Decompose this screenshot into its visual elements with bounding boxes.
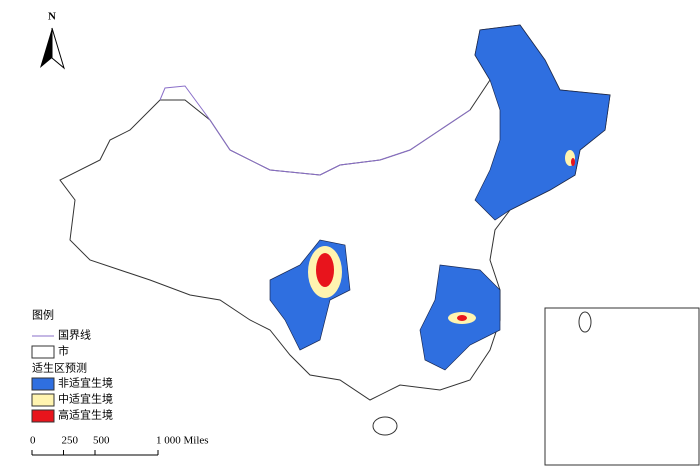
scale-label: 500: [93, 435, 110, 447]
high-area: [316, 253, 334, 287]
north-label: N: [48, 11, 56, 23]
island: [578, 311, 592, 333]
legend-item: 国界线: [58, 328, 91, 342]
scale-bar: 0 250 500 1 000 Miles: [30, 435, 209, 456]
legend-item: 非适宜生境: [58, 376, 113, 390]
high-area: [457, 315, 467, 321]
inset-frame: [544, 307, 700, 466]
unsuitable-northeast: [474, 24, 611, 221]
legend-swatch: [31, 409, 55, 423]
legend-subtitle: 适生区预测: [32, 361, 87, 375]
legend-item: 高适宜生境: [58, 408, 113, 422]
legend-title: 图例: [32, 308, 54, 322]
legend-item: 市: [58, 344, 69, 358]
border-line: [159, 85, 471, 176]
scale-label: 0: [30, 435, 36, 447]
high-area: [571, 158, 575, 166]
scale-label: 250: [62, 435, 79, 447]
legend-swatch: [31, 377, 55, 391]
map-outline: [59, 24, 700, 466]
north-arrow-right: [51, 27, 65, 70]
scale-label: 1 000 Miles: [156, 435, 209, 447]
legend-item: 中适宜生境: [58, 392, 113, 406]
north-arrow: N: [40, 11, 65, 70]
island: [372, 416, 398, 436]
legend-swatch: [31, 345, 55, 359]
legend-swatch: [31, 393, 55, 407]
north-arrow-left: [40, 28, 52, 68]
